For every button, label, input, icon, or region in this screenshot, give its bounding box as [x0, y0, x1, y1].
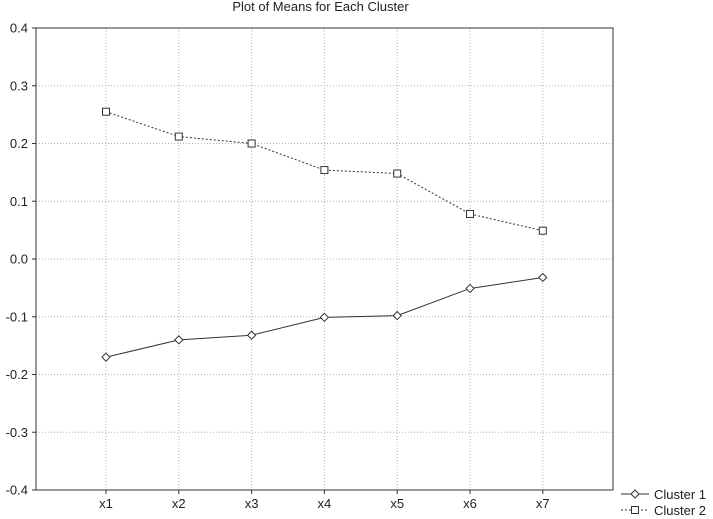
x-tick-label: x7	[536, 496, 550, 511]
data-point-cluster-1	[101, 352, 111, 362]
legend-label-cluster-1: Cluster 1	[654, 486, 707, 502]
x-tick-label: x6	[463, 496, 477, 511]
chart-title: Plot of Means for Each Cluster	[232, 0, 409, 14]
legend-marker-dotted-square	[621, 506, 649, 514]
data-point-cluster-2	[174, 132, 183, 141]
data-point-cluster-1	[538, 272, 548, 283]
plot-frame	[35, 27, 614, 491]
x-tick-label: x3	[245, 496, 259, 511]
data-point-cluster-1	[174, 335, 184, 345]
y-tick-label: 0.3	[10, 78, 28, 93]
y-tick-label: -0.4	[6, 483, 28, 498]
axes	[32, 27, 614, 494]
data-point-cluster-2	[247, 139, 256, 148]
data-point-cluster-1	[246, 330, 257, 340]
legend-label-cluster-2: Cluster 2	[654, 502, 707, 518]
y-tick-label: -0.1	[6, 309, 28, 324]
x-tick-label: x5	[390, 496, 404, 511]
x-tick-label: x1	[99, 496, 113, 511]
x-tick-label: x4	[318, 496, 332, 511]
data-point-cluster-1	[392, 310, 402, 321]
data-point-cluster-2	[393, 169, 402, 178]
grid-lines	[36, 28, 613, 490]
legend-marker-solid-diamond	[621, 489, 649, 499]
y-tick-label: -0.3	[6, 425, 28, 440]
y-tick-label: -0.2	[6, 367, 28, 382]
y-tick-label: 0.0	[10, 252, 28, 267]
y-tick-label: 0.2	[10, 136, 28, 151]
data-point-cluster-2	[320, 166, 329, 175]
x-tick-label: x2	[172, 496, 186, 511]
data-point-cluster-2	[102, 107, 110, 116]
legend-item-cluster-2: Cluster 2	[620, 502, 706, 518]
data-point-cluster-1	[465, 283, 475, 294]
y-tick-label: 0.1	[10, 194, 28, 209]
series-lines	[101, 107, 548, 362]
legend-item-cluster-1: Cluster 1	[620, 486, 706, 502]
y-tick-label: 0.4	[10, 21, 28, 36]
data-point-cluster-2	[538, 226, 547, 235]
data-point-cluster-1	[319, 312, 330, 323]
tick-labels: -0.4 -0.3 -0.2 -0.1 0.0 0.1 0.2 0.3 0.4 x1 x2 x3 x4 x…	[6, 21, 550, 512]
legend: Cluster 1 Cluster 2	[620, 486, 706, 518]
data-point-cluster-2	[466, 209, 474, 218]
